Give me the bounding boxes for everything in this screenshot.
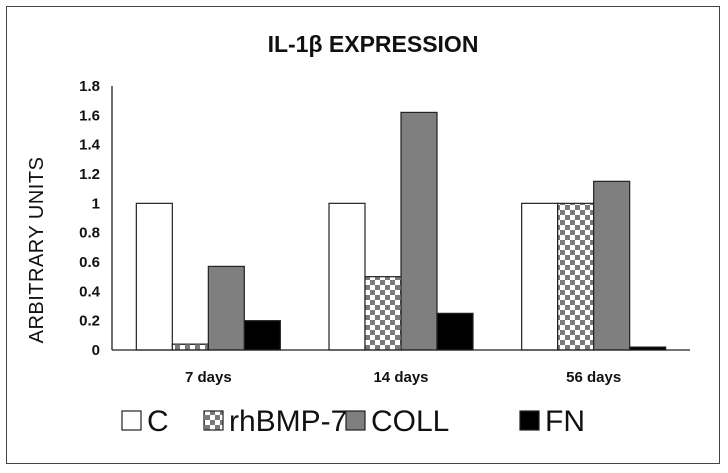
legend-label-coll: COLL [371, 405, 449, 438]
bars [135, 111, 667, 351]
y-axis-label: ARBITRARY UNITS [26, 157, 48, 344]
legend-label-rhbmp-7: rhBMP-7 [229, 405, 347, 438]
bar-rhbmp-7-56-days [557, 202, 595, 351]
legend-label-c: C [147, 405, 169, 438]
legend-swatch-fn [519, 410, 540, 431]
y-tick-label: 1.6 [79, 107, 100, 124]
legend-swatch-coll [345, 410, 366, 431]
y-tick-label: 0 [92, 342, 100, 359]
bar-c-14-days [328, 202, 366, 351]
axes [111, 86, 690, 351]
y-tick-label: 1.2 [79, 166, 100, 183]
legend-swatch-rhbmp-7 [203, 410, 224, 431]
y-tick-label: 1.4 [79, 137, 101, 154]
y-tick-label: 0.4 [79, 283, 101, 300]
y-tick-label: 0.8 [79, 225, 100, 242]
bar-c-7-days [135, 202, 173, 351]
bar-coll-14-days [400, 111, 438, 351]
bar-c-56-days [521, 202, 559, 351]
bar-coll-56-days [593, 180, 631, 351]
chart-title: IL-1β EXPRESSION [268, 31, 479, 57]
bar-rhbmp-7-7-days [171, 343, 209, 351]
bar-fn-14-days [436, 312, 474, 351]
bar-fn-7-days [243, 320, 281, 351]
legend-label-fn: FN [545, 405, 585, 438]
x-tick-label: 7 days [185, 369, 232, 386]
x-tick-labels: 7 days 14 days 56 days [185, 369, 621, 386]
x-tick-label: 14 days [373, 369, 428, 386]
y-tick-labels: 0 0.2 0.4 0.6 0.8 1 1.2 1.4 1.6 1.8 [79, 78, 101, 359]
y-tick-label: 0.6 [79, 254, 100, 271]
y-tick-label: 0.2 [79, 313, 100, 330]
y-tick-label: 1 [92, 195, 100, 212]
x-tick-label: 56 days [566, 369, 621, 386]
legend-swatch-c [121, 410, 142, 431]
bar-coll-7-days [207, 265, 245, 351]
bar-rhbmp-7-14-days [364, 276, 402, 351]
y-tick-label: 1.8 [79, 78, 100, 95]
